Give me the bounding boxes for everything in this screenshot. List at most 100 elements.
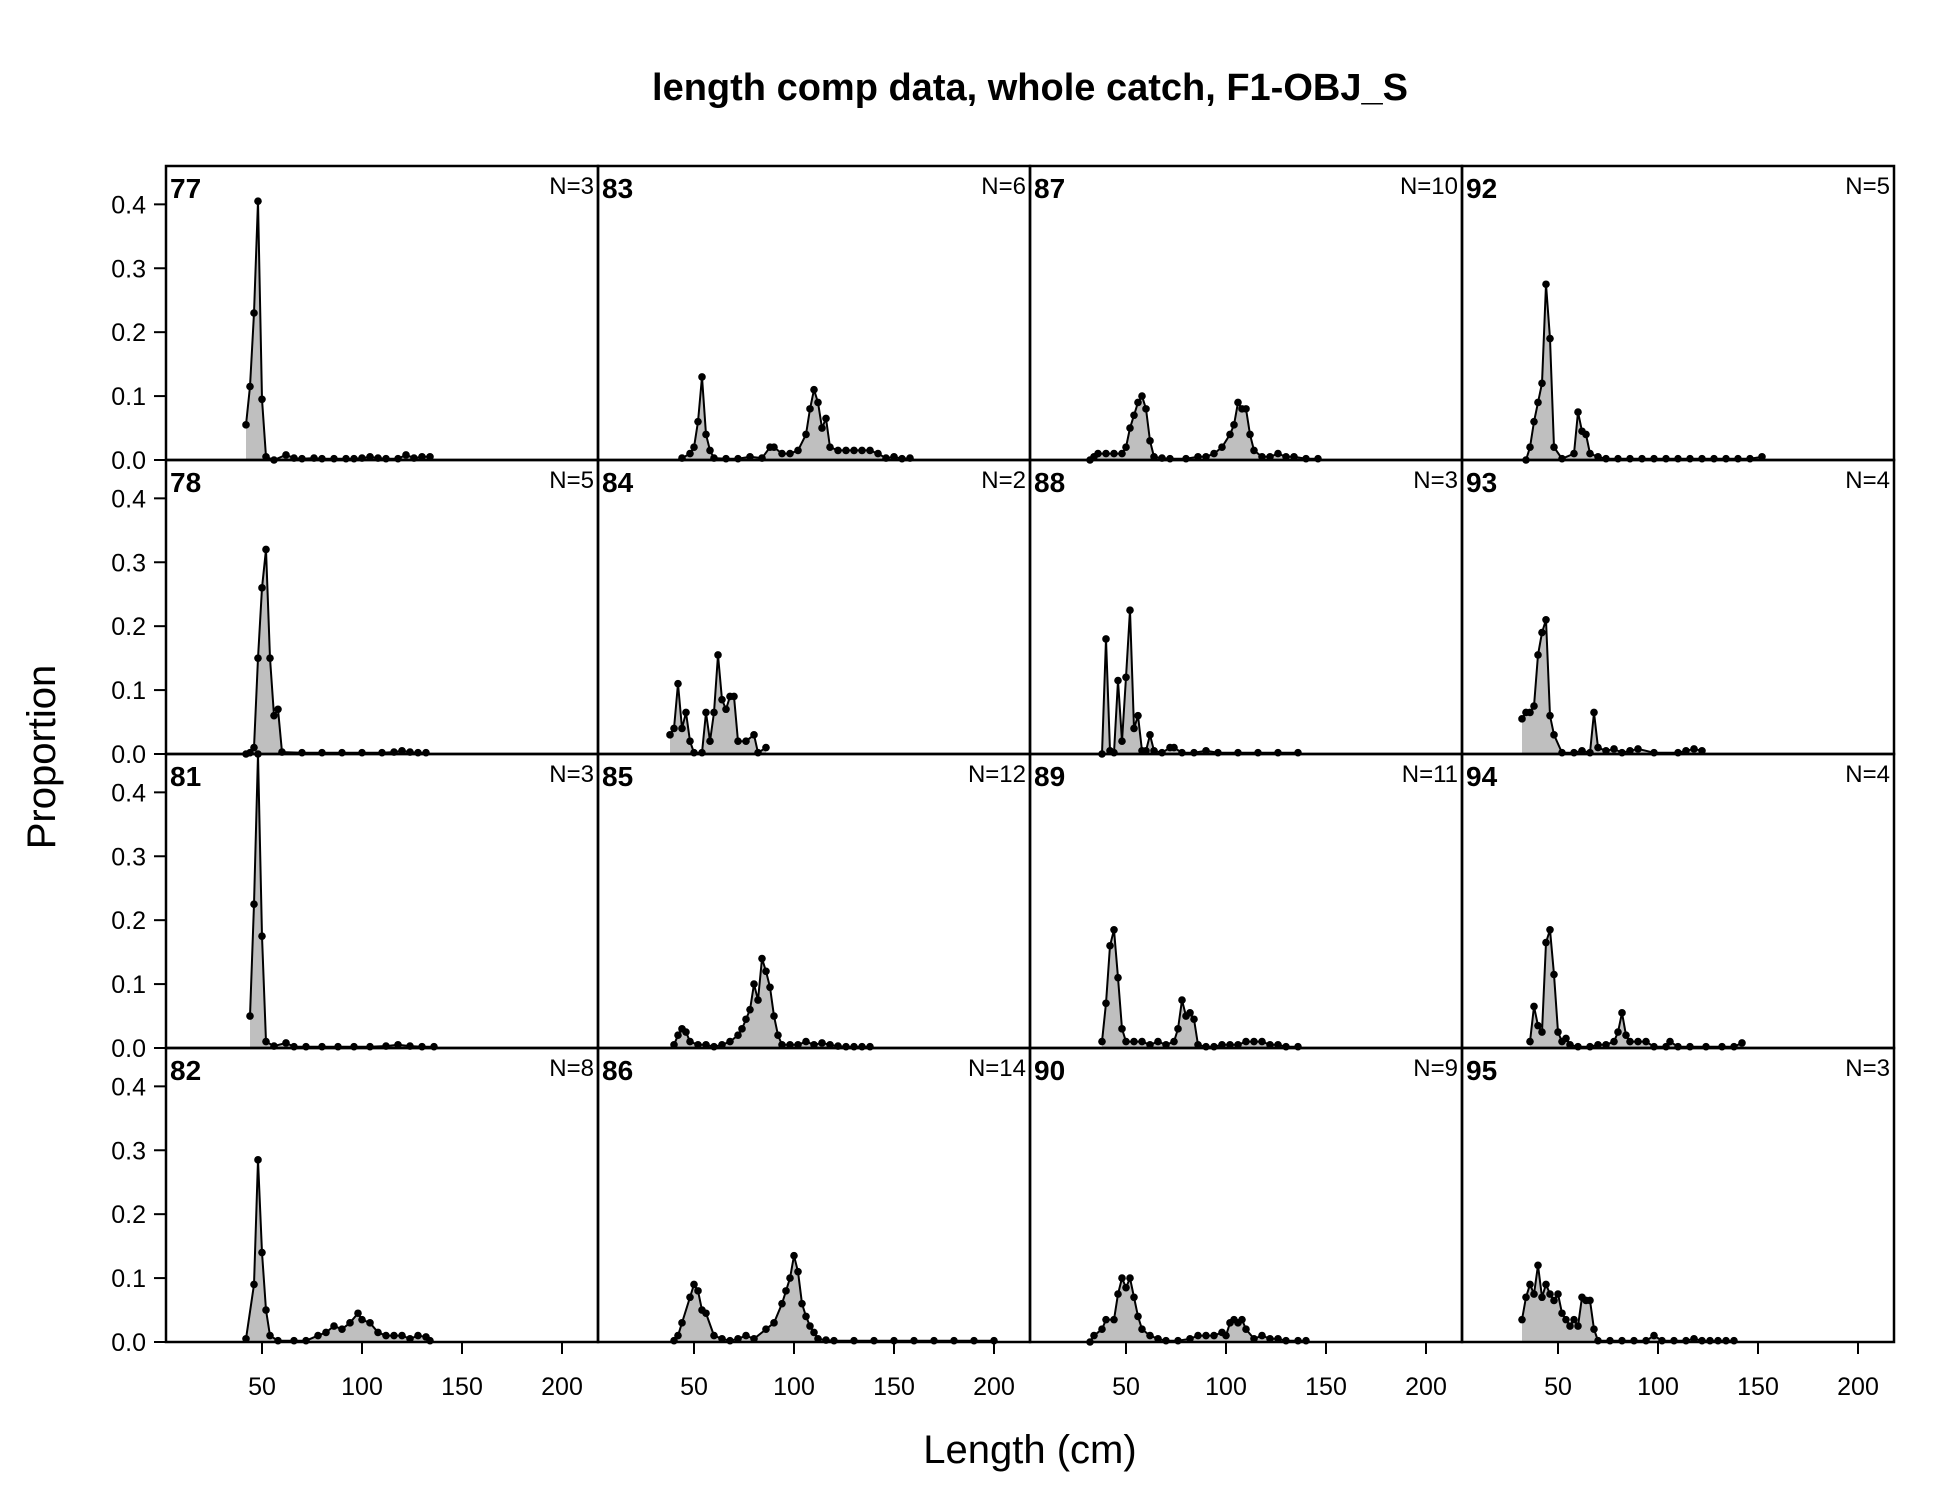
data-point (1118, 1025, 1126, 1033)
data-point (1538, 628, 1546, 637)
panel-84: 84 N=2 (596, 458, 1032, 757)
x-tick-label: 100 (773, 1373, 815, 1401)
data-point (1610, 745, 1618, 753)
panel-year-label: 92 (1466, 173, 1497, 204)
data-point (1534, 1021, 1542, 1030)
data-point (394, 1041, 402, 1049)
data-point (686, 1037, 694, 1046)
data-point (1534, 398, 1542, 407)
data-point (262, 1306, 270, 1314)
data-point (254, 197, 262, 205)
data-point (1634, 1037, 1642, 1046)
data-point (1554, 1290, 1562, 1298)
data-point (1226, 430, 1234, 439)
data-point (698, 748, 706, 757)
data-point (1294, 1336, 1302, 1345)
data-point (1202, 747, 1210, 755)
x-tick-label: 150 (441, 1373, 483, 1401)
data-point (1554, 1028, 1562, 1036)
data-point (1094, 449, 1102, 458)
data-point (1110, 925, 1118, 934)
data-point (1226, 1041, 1234, 1049)
data-point (1130, 411, 1138, 420)
panel-frame (164, 458, 600, 756)
data-point (266, 654, 274, 662)
data-point (1102, 635, 1110, 643)
panel-n-label: N=5 (549, 467, 594, 494)
data-point (1518, 715, 1526, 723)
data-point (866, 1042, 874, 1051)
data-point (762, 743, 770, 752)
data-point (1642, 1037, 1650, 1046)
data-point (1102, 1315, 1110, 1324)
data-point (1634, 745, 1642, 753)
data-point (1570, 748, 1578, 757)
y-tick-label: 0.3 (111, 1137, 146, 1165)
data-point (246, 1012, 254, 1020)
data-point (1146, 731, 1154, 739)
data-point (1234, 398, 1242, 407)
data-point (814, 398, 822, 407)
data-point (778, 449, 786, 458)
data-point (718, 695, 726, 704)
data-point (822, 414, 830, 423)
data-point (1234, 748, 1242, 757)
x-tick-label: 100 (341, 1373, 383, 1401)
panel-n-label: N=4 (1845, 467, 1890, 494)
data-point (1586, 748, 1594, 757)
data-point (1626, 1037, 1634, 1046)
data-point (1106, 941, 1114, 950)
data-point (1674, 454, 1682, 463)
data-point (1650, 1042, 1658, 1051)
data-point (1602, 1041, 1610, 1049)
data-point (1698, 747, 1706, 755)
data-point (1130, 1037, 1138, 1046)
y-tick-label: 0.3 (111, 843, 146, 871)
data-point (842, 1042, 850, 1051)
panel-90: 90 N=9 50 100 150 200 (1028, 1046, 1464, 1401)
x-tick-label: 200 (541, 1373, 583, 1401)
data-point (694, 1041, 702, 1049)
data-point (250, 900, 258, 908)
panel-87: 87 N=10 (1028, 164, 1464, 464)
data-point (1170, 743, 1178, 752)
data-point (774, 1031, 782, 1040)
data-point (1590, 708, 1598, 717)
data-point (698, 373, 706, 381)
data-point (1138, 392, 1146, 400)
data-point (810, 1041, 818, 1049)
panel-year-label: 89 (1034, 761, 1065, 792)
data-point (402, 451, 410, 459)
data-point (1302, 1336, 1310, 1345)
y-tick-label: 0.1 (111, 677, 146, 705)
data-point (398, 747, 406, 755)
data-point (318, 748, 326, 757)
y-tick-label: 0.4 (111, 1073, 146, 1101)
data-point (1314, 454, 1322, 463)
data-point (322, 1328, 330, 1337)
data-point (1526, 1280, 1534, 1289)
panel-78: 78 N=5 0.0 0.1 0.2 0.3 0.4 (111, 458, 600, 769)
data-point (1574, 1042, 1582, 1051)
data-point (706, 446, 714, 455)
y-tick-label: 0.2 (111, 1201, 146, 1229)
data-point (314, 1331, 322, 1340)
data-point (1650, 1331, 1658, 1340)
data-point (758, 954, 766, 963)
data-point (814, 1335, 822, 1343)
data-point (1602, 747, 1610, 755)
data-point (1110, 1315, 1118, 1324)
x-tick-label: 100 (1205, 1373, 1247, 1401)
data-point (366, 1319, 374, 1327)
y-tick-label: 0.0 (111, 1035, 146, 1063)
data-point (1154, 1335, 1162, 1343)
data-point (1662, 454, 1670, 463)
panel-86: 86 N=14 50 100 150 200 (596, 1046, 1032, 1401)
area-78 (246, 549, 426, 754)
area-93 (1522, 619, 1702, 754)
panel-year-label: 77 (170, 173, 201, 204)
data-point (318, 1042, 326, 1051)
data-point (890, 453, 898, 461)
data-point (694, 417, 702, 426)
data-point (1142, 405, 1150, 413)
